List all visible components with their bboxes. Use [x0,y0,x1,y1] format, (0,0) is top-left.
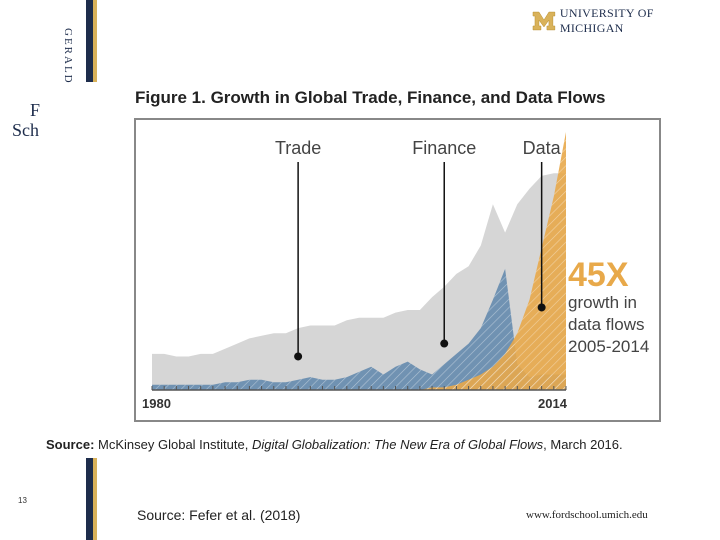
school-fragment-line2: Sch [12,120,39,140]
callout-line-3: 2005-2014 [568,337,649,356]
x-axis-end-label: 2014 [538,396,568,411]
slide-number: 13 [18,496,27,505]
annotation-dot-finance [440,339,449,348]
university-name: UNIVERSITY OF MICHIGAN [559,6,654,35]
callout-big-number: 45X [568,256,629,294]
figure-title: Figure 1. Growth in Global Trade, Financ… [135,88,606,107]
footer-source: Source: Fefer et al. (2018) [137,507,301,523]
x-axis-start-label: 1980 [142,396,171,411]
source-caption-label: Source: [46,437,95,452]
annotation-label-data: Data [523,138,562,158]
source-caption: Source: McKinsey Global Institute, Digit… [46,437,623,452]
source-caption-work: Digital Globalization: The New Era of Gl… [251,437,544,452]
area-chart: Trade Finance Data 1980 2014 45X growth in… [142,132,649,411]
sidebar-vertical-text: GERALD [62,28,74,85]
left-accent-bar-top [86,0,93,82]
chart-frame: Trade Finance Data 1980 2014 45X growth in… [134,118,661,422]
series-hatch-finance [152,268,566,390]
block-m-icon [532,11,556,31]
annotation-dot-trade [294,352,303,361]
footer-url: www.fordschool.umich.edu [526,509,648,521]
series-area-trade [152,173,566,390]
annotation-label-finance: Finance [412,138,476,158]
annotation-dot-data [537,303,546,312]
annotation-label-trade: Trade [275,138,321,158]
university-logo: UNIVERSITY OF MICHIGAN [532,6,720,35]
left-accent-bar-bottom [86,458,93,540]
left-accent-gold-bottom [93,458,97,540]
callout-line-1: growth in [568,293,637,312]
callout-line-2: data flows [568,315,645,334]
source-caption-publisher: McKinsey Global Institute, [98,437,249,452]
school-name-fragment: F Sch [12,100,40,140]
left-accent-gold-top [93,0,97,82]
school-fragment-line1: F [30,100,41,120]
series-hatch-data [152,132,566,390]
source-caption-date: , March 2016. [543,437,623,452]
